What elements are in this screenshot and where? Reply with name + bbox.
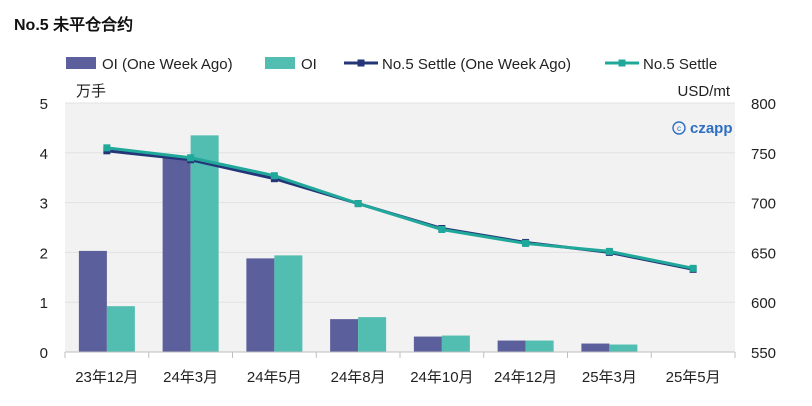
point-settle [605,247,613,255]
bar-oi-one-week-ago [330,319,359,352]
point-settle [270,172,278,180]
bars [78,135,638,352]
point-settle [354,200,362,208]
bar-oi-one-week-ago [78,250,107,352]
right-tick-label: 550 [751,345,776,362]
right-axis: 550 600 650 700 750 800 [751,96,776,362]
watermark: c czapp [672,120,733,137]
point-settle [689,264,697,272]
x-tick-label: 24年3月 [163,369,218,386]
x-tick-label: 23年12月 [75,369,138,386]
x-tick-label: 25年5月 [666,369,721,386]
bar-oi [358,317,387,352]
point-settle [103,144,111,152]
bar-oi-one-week-ago [413,336,442,352]
bar-oi [525,340,554,352]
x-tick-label: 24年5月 [247,369,302,386]
left-tick-label: 2 [40,245,48,262]
x-tick-label: 24年10月 [410,369,473,386]
bar-oi [274,255,303,352]
right-tick-label: 700 [751,196,776,213]
left-axis-label: 万手 [76,83,106,100]
x-tick-label: 25年3月 [582,369,637,386]
left-tick-label: 3 [40,196,48,213]
bar-oi-one-week-ago [246,258,275,352]
point-settle [187,154,195,162]
legend-label: No.5 Settle (One Week Ago) [382,56,571,73]
left-tick-label: 4 [40,146,48,163]
x-axis: 23年12月 24年3月 24年5月 24年8月 24年10月 24年12月 25年3月 25… [64,351,736,386]
right-tick-label: 650 [751,245,776,262]
legend-label: OI [301,56,317,73]
point-settle [522,239,530,247]
legend-marker [357,59,365,67]
legend-label: OI (One Week Ago) [102,56,233,73]
copyright-glyph: c [677,124,681,133]
watermark-text: czapp [690,120,733,137]
x-tick-label: 24年8月 [331,369,386,386]
bar-oi-one-week-ago [497,340,526,352]
legend-swatch [66,57,96,69]
bar-oi [609,344,638,352]
right-axis-label: USD/mt [678,83,731,100]
chart-title: No.5 未平仓合约 [14,15,133,34]
bar-oi [190,135,219,352]
lines [103,144,697,273]
copyright-icon [672,121,686,135]
left-tick-label: 5 [40,96,48,113]
line-settle [106,146,694,270]
right-tick-label: 600 [751,295,776,312]
point-settle [438,225,446,233]
x-tick-label: 24年12月 [494,369,557,386]
legend: OI (One Week Ago) OI No.5 Settle (One Week… [66,56,717,73]
bar-oi-one-week-ago [162,157,191,352]
legend-label: No.5 Settle [643,56,717,73]
right-tick-label: 800 [751,96,776,113]
right-tick-label: 750 [751,146,776,163]
bar-oi [441,335,470,352]
bar-oi [106,306,135,352]
legend-marker [618,59,626,67]
legend-swatch [265,57,295,69]
left-tick-label: 1 [40,295,48,312]
left-tick-label: 0 [40,345,48,362]
bar-oi-one-week-ago [581,343,610,352]
left-axis: 0 1 2 3 4 5 [40,96,48,362]
